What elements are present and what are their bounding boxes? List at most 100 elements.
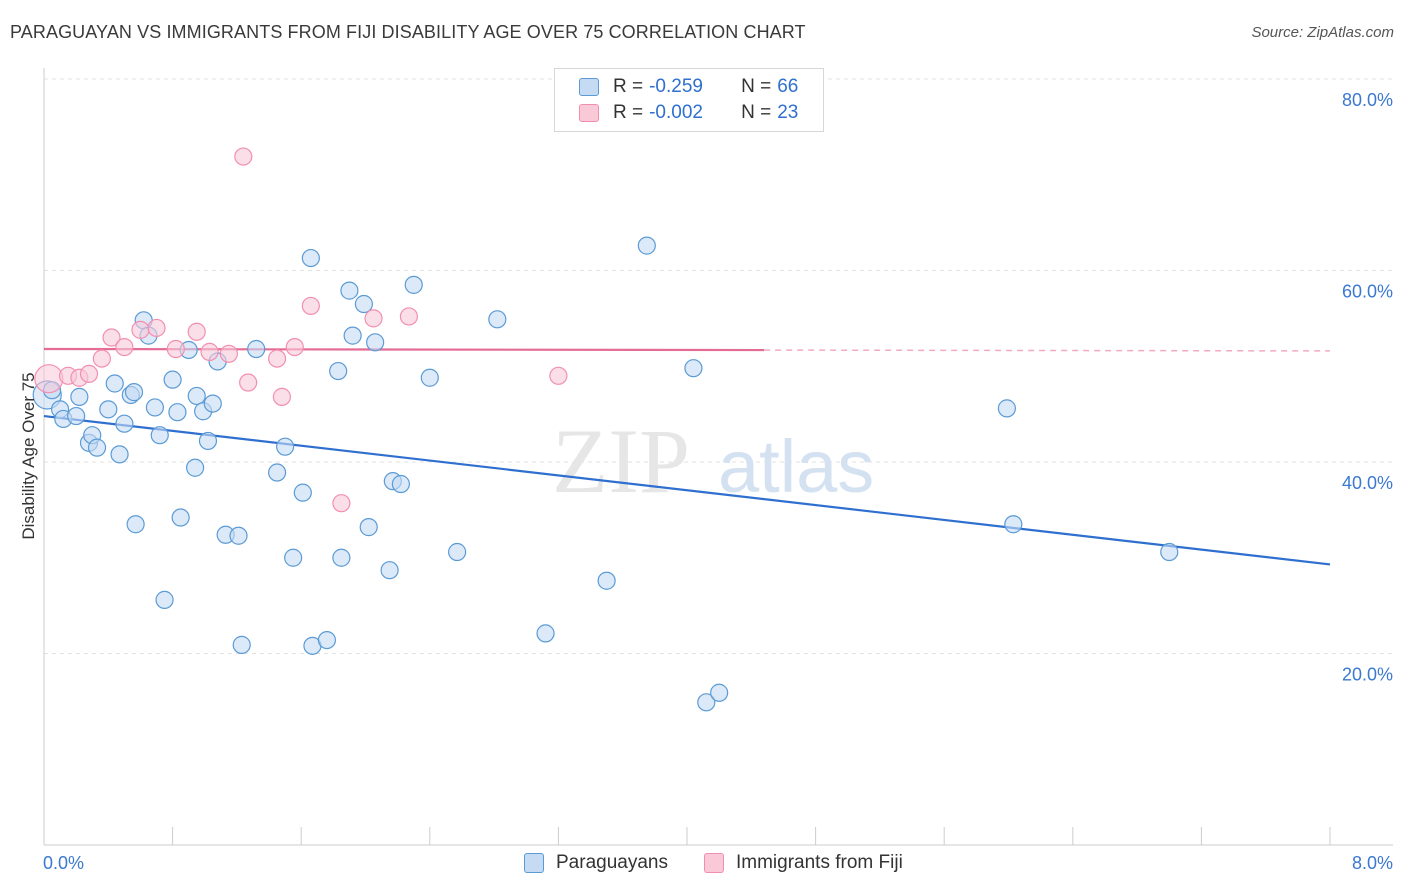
- point-fiji: [399, 307, 419, 326]
- point-paraguayans: [329, 361, 348, 381]
- point-fiji: [332, 494, 351, 513]
- point-paraguayans: [229, 526, 248, 545]
- point-paraguayans: [488, 310, 507, 329]
- legend-row-paraguayans: R = -0.259 N = 66: [579, 75, 798, 99]
- y-tick-label: 80.0%: [1342, 90, 1393, 110]
- point-fiji: [147, 318, 166, 338]
- point-paraguayans: [155, 590, 174, 609]
- point-paraguayans: [110, 445, 129, 464]
- data-points: [32, 147, 1179, 712]
- trend-line-fiji: [43, 347, 765, 352]
- point-paraguayans: [70, 387, 89, 406]
- legend-r-value: -0.259: [649, 76, 703, 97]
- point-paraguayans: [198, 431, 218, 451]
- point-paraguayans: [284, 548, 303, 567]
- point-fiji: [92, 349, 111, 368]
- legend-label-fiji: Immigrants from Fiji: [736, 852, 903, 873]
- trend-line-paraguayans: [43, 414, 1331, 566]
- legend-item-paraguayans[interactable]: Paraguayans: [524, 852, 668, 874]
- point-paraguayans: [163, 370, 182, 389]
- tick-labels: 20.0% 40.0% 60.0% 80.0% 0.0% 8.0%: [43, 90, 1393, 873]
- point-paraguayans: [359, 518, 378, 537]
- point-fiji: [549, 366, 568, 385]
- point-paraguayans: [380, 561, 399, 580]
- chart-title: PARAGUAYAN VS IMMIGRANTS FROM FIJI DISAB…: [10, 22, 806, 42]
- axes: [43, 68, 1393, 846]
- point-paraguayans: [293, 483, 312, 502]
- watermark: ZIP atlas: [552, 410, 874, 512]
- point-paraguayans: [697, 693, 716, 712]
- point-paraguayans: [391, 474, 410, 494]
- point-fiji: [200, 342, 219, 361]
- point-fiji: [285, 338, 304, 357]
- watermark-zip: ZIP: [552, 410, 690, 512]
- legend-item-fiji[interactable]: Immigrants from Fiji: [704, 852, 903, 874]
- point-paraguayans: [145, 398, 165, 417]
- point-fiji: [131, 320, 150, 339]
- point-paraguayans: [67, 406, 86, 426]
- point-paraguayans: [354, 294, 373, 314]
- stats-legend: R = -0.259 N = 66 R = -0.002 N = 23: [554, 68, 824, 132]
- point-paraguayans: [232, 635, 251, 654]
- point-paraguayans: [124, 383, 144, 402]
- point-paraguayans: [1160, 542, 1179, 562]
- trend-line-fiji-extension: [764, 349, 1331, 352]
- legend-swatch-fiji: [579, 104, 599, 122]
- legend-r-value: -0.002: [649, 102, 703, 123]
- legend-row-fiji: R = -0.002 N = 23: [579, 101, 798, 125]
- point-paraguayans: [637, 236, 656, 255]
- point-paraguayans: [187, 386, 206, 406]
- point-paraguayans: [301, 248, 320, 268]
- point-paraguayans: [420, 368, 439, 387]
- point-fiji: [239, 373, 258, 392]
- point-paraguayans: [332, 548, 351, 567]
- point-paraguayans: [536, 624, 555, 643]
- x-tick-label: 0.0%: [43, 853, 84, 873]
- series-legend: Paraguayans Immigrants from Fiji: [0, 852, 1406, 878]
- point-fiji: [166, 339, 185, 359]
- x-tick-label: 8.0%: [1352, 853, 1393, 873]
- legend-swatch-paraguayans: [524, 853, 544, 873]
- point-paraguayans: [115, 414, 134, 433]
- legend-swatch-paraguayans: [579, 78, 599, 96]
- point-paraguayans: [168, 403, 187, 422]
- legend-n-value: 23: [777, 102, 799, 123]
- point-paraguayans: [99, 400, 118, 419]
- point-paraguayans: [710, 683, 729, 702]
- point-paraguayans: [597, 571, 616, 590]
- point-fiji: [267, 349, 287, 368]
- point-paraguayans: [276, 437, 295, 456]
- point-paraguayans: [87, 438, 107, 457]
- point-fiji: [34, 364, 64, 394]
- point-paraguayans: [203, 394, 222, 413]
- y-tick-label: 60.0%: [1342, 282, 1393, 302]
- point-paraguayans: [1004, 515, 1023, 534]
- watermark-atlas: atlas: [718, 425, 874, 508]
- legend-swatch-fiji: [704, 853, 724, 873]
- point-paraguayans: [150, 426, 169, 445]
- legend-n-label: N =: [741, 102, 772, 123]
- point-fiji: [301, 296, 320, 316]
- point-fiji: [115, 338, 134, 357]
- point-fiji: [187, 322, 206, 341]
- point-paraguayans: [317, 630, 337, 650]
- point-fiji: [79, 364, 99, 384]
- point-paraguayans: [404, 275, 423, 294]
- source-label: Source: ZipAtlas.com: [1251, 24, 1394, 41]
- y-tick-label: 40.0%: [1342, 473, 1393, 493]
- legend-r-label: R =: [613, 102, 644, 123]
- point-paraguayans: [247, 339, 266, 359]
- point-paraguayans: [684, 359, 703, 378]
- point-paraguayans: [448, 542, 467, 562]
- point-fiji: [364, 309, 383, 328]
- y-axis-label: Disability Age Over 75: [19, 372, 38, 539]
- point-paraguayans: [366, 333, 385, 352]
- y-tick-label: 20.0%: [1342, 665, 1393, 685]
- point-paraguayans: [186, 458, 205, 477]
- trend-lines: [43, 347, 1331, 566]
- point-paraguayans: [997, 399, 1016, 418]
- gridlines: [44, 78, 1393, 654]
- point-paraguayans: [267, 463, 287, 482]
